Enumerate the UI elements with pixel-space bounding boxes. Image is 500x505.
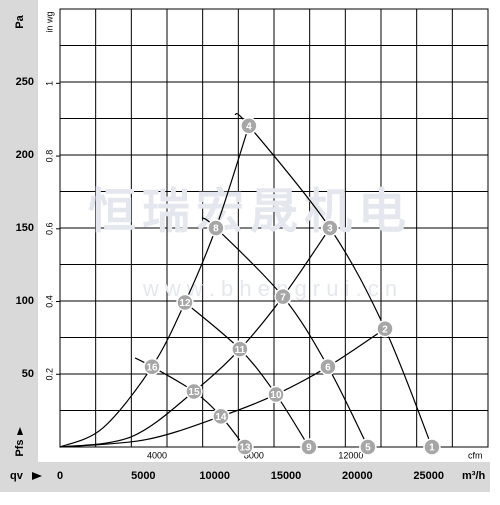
point-label: 8 — [213, 224, 219, 235]
point-marker — [236, 438, 254, 456]
y2-tick-label: 0.2 — [44, 368, 54, 381]
point-label: 7 — [280, 292, 286, 303]
point-marker — [274, 287, 292, 306]
point-label: 15 — [188, 387, 200, 398]
point-label: 16 — [146, 362, 158, 373]
point-marker — [143, 357, 161, 376]
point-label: 14 — [215, 412, 227, 423]
point-marker — [319, 357, 337, 376]
watermark: 恒瑞宏晟机电 — [88, 186, 412, 239]
y-axis-band — [0, 0, 38, 462]
point-label: 10 — [270, 390, 282, 401]
curve — [59, 125, 250, 448]
x2-tick-label: 12000 — [338, 450, 363, 460]
point-label: 11 — [235, 345, 246, 356]
y-tick-label: 250 — [16, 76, 34, 88]
y-axis-label: Pa — [14, 14, 26, 28]
x-arrow — [32, 472, 42, 480]
y2-axis-label: in wg — [44, 11, 54, 32]
y-tick-label: 100 — [16, 295, 34, 307]
y2-tick-label: 0.8 — [44, 150, 54, 163]
y-tick-label: 150 — [16, 222, 34, 234]
point-label: 6 — [325, 362, 331, 373]
point-marker — [176, 293, 194, 312]
y-arrow — [17, 427, 23, 435]
point-label: 3 — [327, 224, 333, 235]
x-axis-band — [0, 462, 490, 492]
y-tick-label: 200 — [16, 149, 34, 161]
x-tick-label: 0 — [57, 470, 63, 482]
point-marker — [321, 219, 339, 237]
point-marker — [240, 117, 258, 135]
y-tick-label: 50 — [22, 368, 34, 380]
x2-tick-label: 8000 — [244, 450, 264, 460]
x-symbol: qv — [10, 470, 24, 482]
x-tick-label: 10000 — [199, 470, 230, 482]
point-marker — [267, 385, 285, 404]
point-marker — [300, 438, 318, 456]
point-marker — [207, 219, 225, 237]
point-label: 2 — [382, 324, 388, 335]
point-label: 5 — [365, 443, 371, 454]
y2-tick-label: 0.6 — [44, 223, 54, 236]
y2-tick-label: 1 — [44, 81, 54, 86]
point-marker — [359, 438, 377, 456]
y-symbol: Pfs — [14, 439, 26, 456]
x2-axis-label: cfm — [468, 450, 483, 460]
x-tick-label: 5000 — [131, 470, 155, 482]
point-label: 4 — [246, 121, 252, 132]
point-label: 13 — [239, 443, 251, 454]
x2-tick-label: 4000 — [147, 450, 167, 460]
x-tick-label: 25000 — [413, 470, 444, 482]
point-marker — [376, 319, 394, 338]
x-tick-label: 20000 — [342, 470, 373, 482]
y2-tick-label: 0.4 — [44, 295, 54, 308]
point-marker — [212, 407, 230, 426]
point-label: 12 — [179, 298, 191, 309]
point-marker — [423, 438, 441, 456]
point-label: 9 — [306, 443, 312, 454]
curve — [59, 227, 331, 448]
x-tick-label: 15000 — [271, 470, 302, 482]
x-axis-label: m³/h — [462, 470, 486, 482]
point-marker — [185, 382, 203, 401]
point-marker — [231, 340, 249, 358]
point-label: 1 — [429, 443, 435, 454]
